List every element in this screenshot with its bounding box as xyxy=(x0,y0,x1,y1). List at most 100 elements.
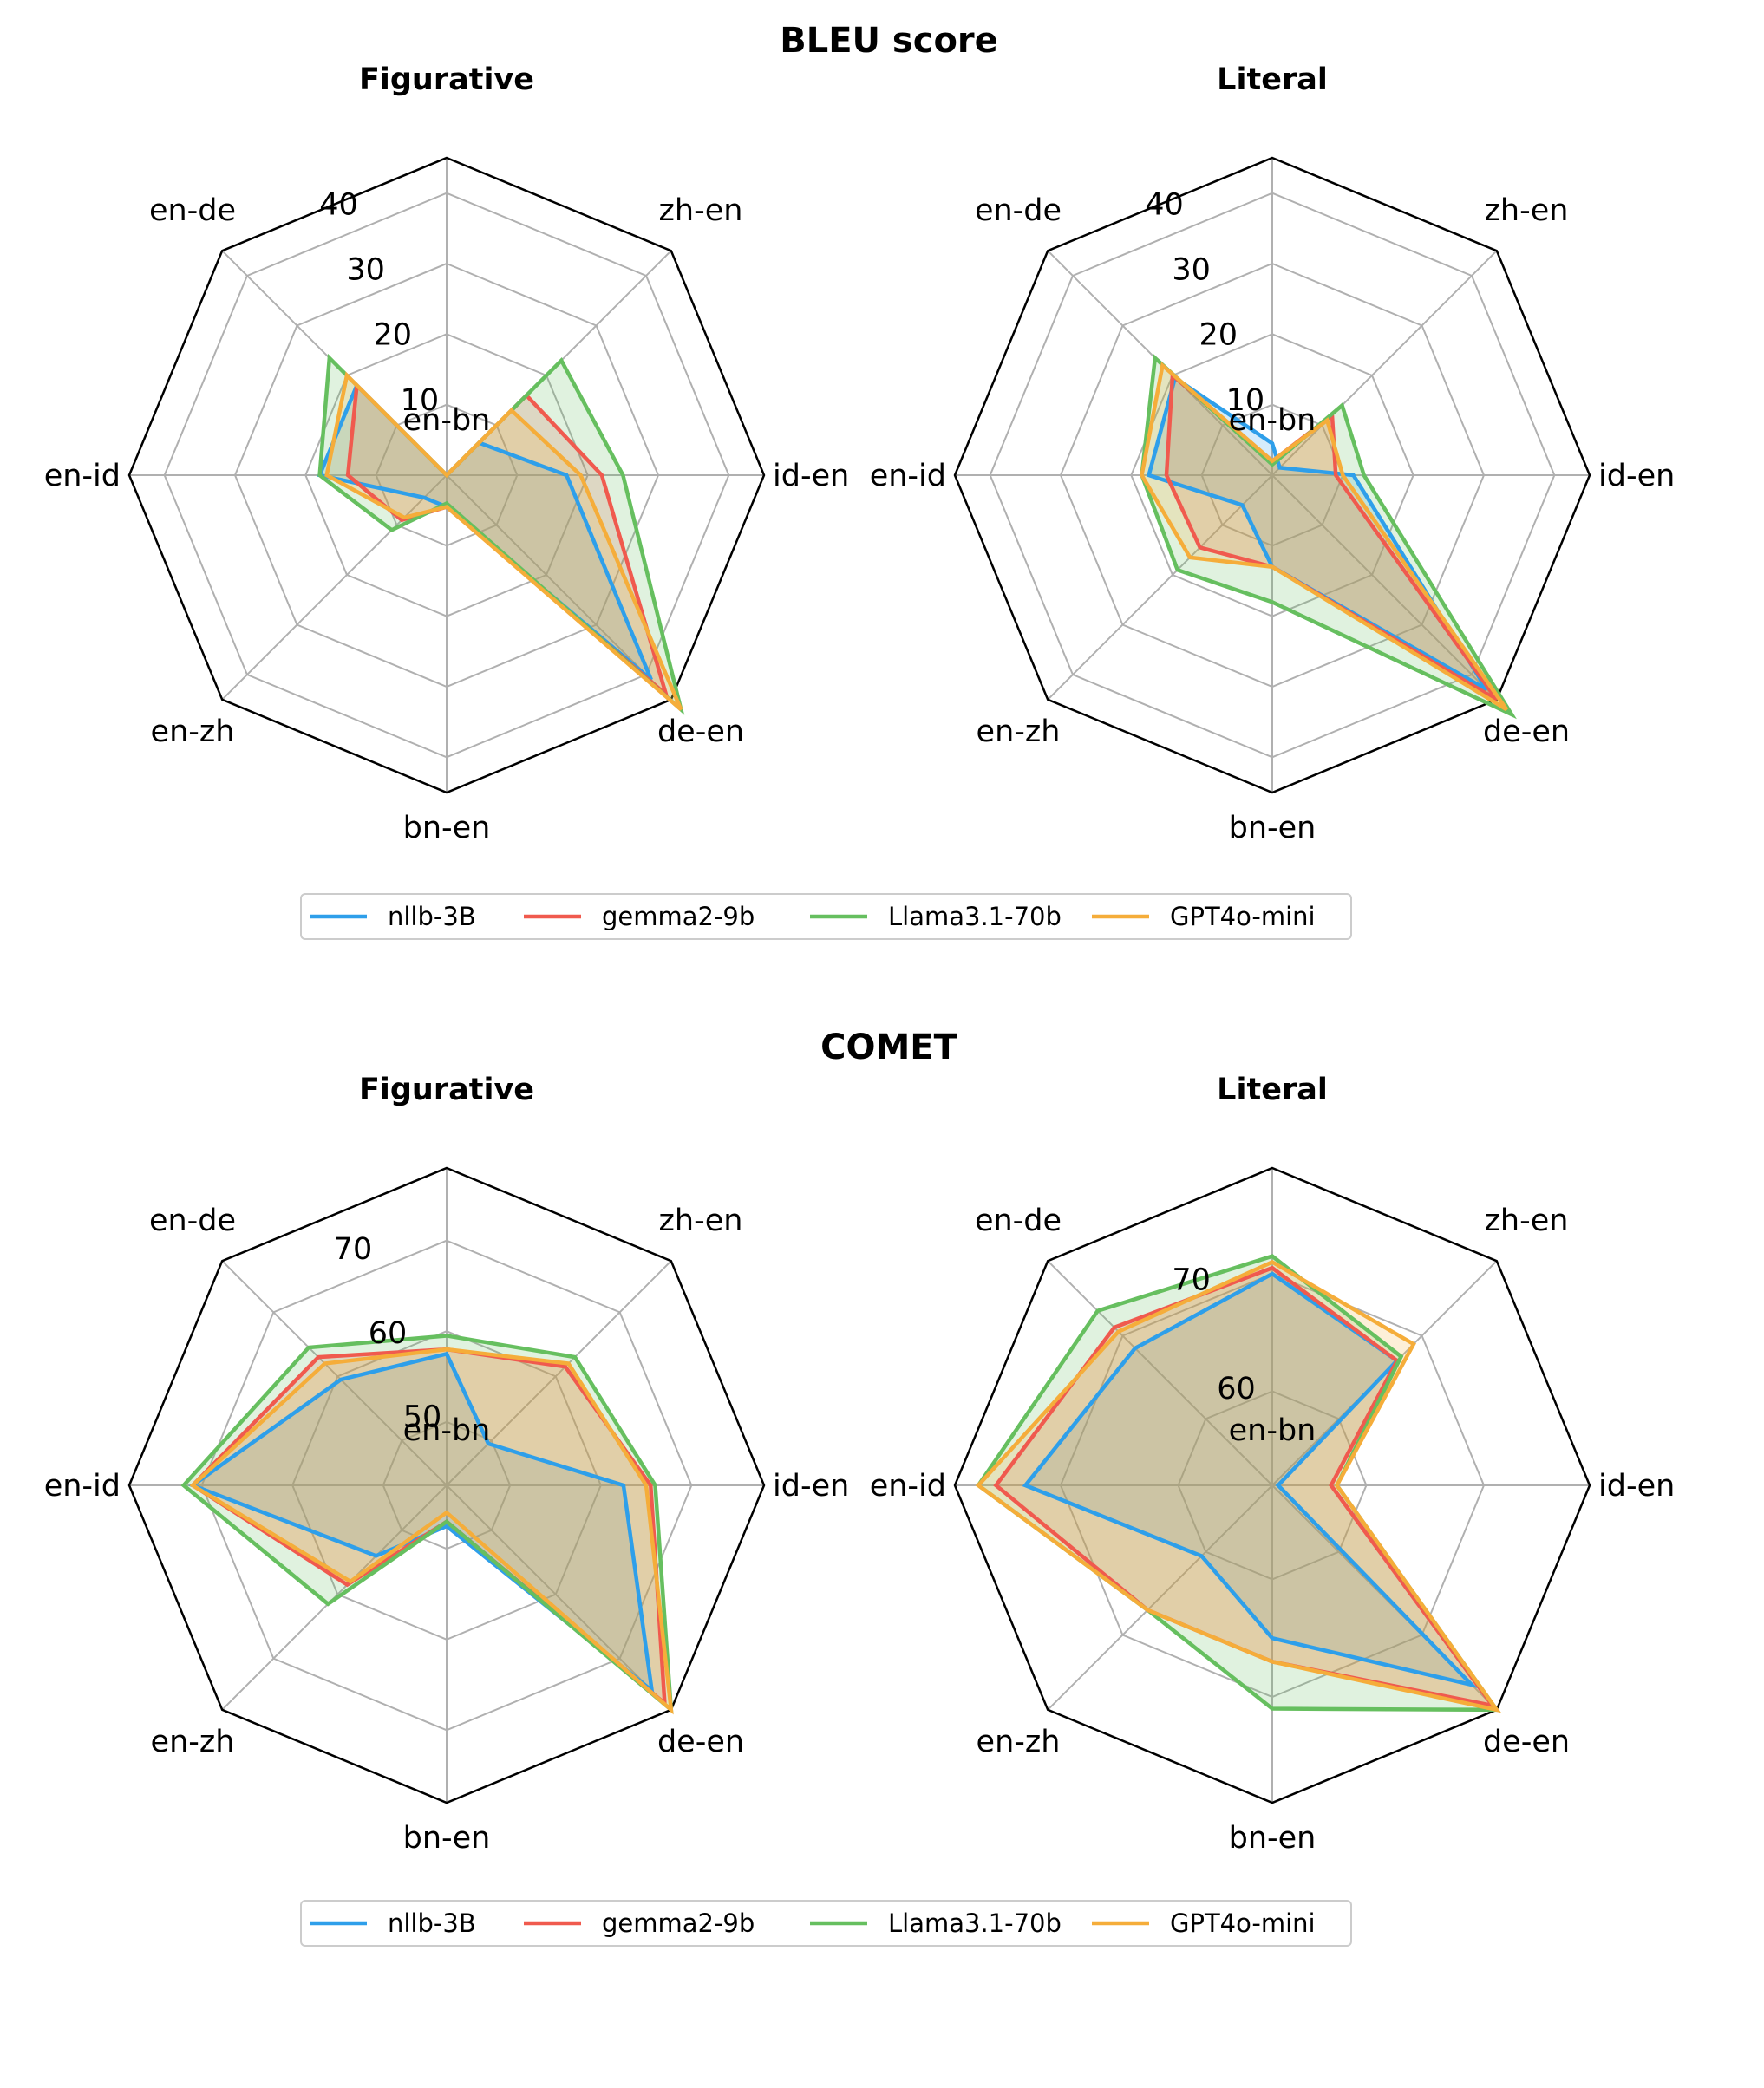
comet-section-title: COMET xyxy=(820,1028,957,1067)
bleu-score-figurative-frame xyxy=(127,156,766,794)
bleu-section-title: BLEU score xyxy=(780,21,998,61)
comet-literal-axis-label-zh-en: zh-en xyxy=(1485,1204,1569,1238)
comet-literal-axis-label-en-id: en-id xyxy=(870,1469,946,1504)
comet-figurative-axis-label-en-id: en-id xyxy=(44,1469,121,1504)
bleu-score-literal-spoke-en-zh xyxy=(1047,474,1273,701)
comet-figurative-spoke-en-de xyxy=(221,1260,448,1486)
bleu-score-figurative-axis-label-en-id: en-id xyxy=(44,459,121,493)
bleu-score-figurative-area-llama3-1-70b xyxy=(319,357,682,710)
comet-literal-axis-label-en-bn: en-bn xyxy=(1229,1413,1316,1448)
bleu-score-figurative-axis-label-bn-en: bn-en xyxy=(403,811,491,845)
bleu-score-literal-area-gemma2-9b xyxy=(1166,375,1497,700)
bleu-score-figurative-title: Figurative xyxy=(359,62,534,97)
bleu-score-figurative-spoke-de-en xyxy=(446,474,672,701)
comet-figurative-axis-label-en-de: en-de xyxy=(149,1204,236,1238)
bleu-score-literal-axis-label-de-en: de-en xyxy=(1483,714,1570,749)
bleu-score-literal-spoke-zh-en xyxy=(1271,250,1498,476)
comet-literal-spoke-en-de xyxy=(1047,1260,1273,1486)
comet-figurative-frame xyxy=(127,1166,766,1804)
bleu-score-figurative-area-gpt4o-mini xyxy=(326,375,682,710)
bleu-score-literal-title: Literal xyxy=(1217,62,1328,97)
bleu-score-figurative-series-llama3-1-70b xyxy=(317,353,685,715)
comet-literal-series-llama3-1-70b xyxy=(976,1254,1501,1713)
legend-label-llama3-1-70b: Llama3.1-70b xyxy=(888,902,1062,931)
bleu-score-literal-axis-label-en-bn: en-bn xyxy=(1229,403,1316,438)
bleu-score-figurative-axis-label-id-en: id-en xyxy=(773,459,849,493)
bleu-score-literal-spoke-de-en xyxy=(1271,474,1498,701)
comet-figurative-area-nllb-3b xyxy=(193,1354,652,1691)
bleu-score-figurative-area-nllb-3b xyxy=(319,385,651,680)
bleu-score-figurative-axis-label-en-zh: en-zh xyxy=(151,714,235,749)
bleu-score-literal-axis-label-zh-en: zh-en xyxy=(1485,193,1569,228)
comet-literal-axis-label-en-de: en-de xyxy=(975,1204,1062,1238)
legend-label-nllb-3b: nllb-3B xyxy=(388,902,476,931)
comet-literal-axis-label-bn-en: bn-en xyxy=(1229,1821,1316,1856)
comet-figurative-area-gpt4o-mini xyxy=(193,1349,671,1710)
bleu-score-figurative-tick-label: 40 xyxy=(319,187,358,222)
comet-literal-spoke-en-zh xyxy=(1047,1484,1273,1711)
bleu-score-literal-axis-label-en-zh: en-zh xyxy=(977,714,1061,749)
bleu-legend: nllb-3B gemma2-9b Llama3.1-70b GPT4o-mini xyxy=(300,893,1352,940)
bleu-score-figurative-spoke-en-zh xyxy=(221,474,448,701)
comet-figurative-series-nllb-3b xyxy=(188,1351,655,1695)
bleu-score-literal-axis-label-bn-en: bn-en xyxy=(1229,811,1316,845)
comet-figurative-axis-label-en-zh: en-zh xyxy=(151,1725,235,1759)
bleu-score-literal-axis-label-en-de: en-de xyxy=(975,193,1062,228)
bleu-literal-radar: Literal 10 20 30 40 en-bn zh-en id-en de-en bn-en… xyxy=(870,62,1676,845)
bleu-score-literal-area-llama3-1-70b xyxy=(1141,357,1512,715)
comet-literal-radar: Literal 60 70 en-bn zh-en id-en de-en bn-en en-z… xyxy=(870,1073,1676,1856)
comet-literal-series-nllb-3b xyxy=(1022,1271,1479,1688)
bleu-score-literal-axis-label-id-en: id-en xyxy=(1598,459,1675,493)
comet-figurative-tick-label: 70 xyxy=(334,1232,373,1267)
bleu-score-figurative-axis-label-zh-en: zh-en xyxy=(659,193,743,228)
comet-figurative-spoke-de-en xyxy=(446,1484,672,1711)
comet-literal-series-gpt4o-mini xyxy=(975,1259,1501,1713)
comet-figurative-title: Figurative xyxy=(359,1073,534,1107)
comet-figurative-area-llama3-1-70b xyxy=(183,1335,671,1710)
comet-figurative-series-gpt4o-mini xyxy=(189,1347,674,1715)
comet-literal-axis-label-en-zh: en-zh xyxy=(977,1725,1061,1759)
comet-literal-area-gpt4o-mini xyxy=(978,1262,1497,1710)
bleu-score-literal-frame xyxy=(953,156,1591,794)
comet-figurative-series-llama3-1-70b xyxy=(180,1334,674,1714)
bleu-score-figurative-axis-label-en-de: en-de xyxy=(149,193,236,228)
comet-literal-tick-label: 60 xyxy=(1217,1372,1256,1406)
bleu-score-figurative-axis-label-en-bn: en-bn xyxy=(403,403,491,438)
legend-label-nllb-3b: nllb-3B xyxy=(388,1909,476,1938)
legend-label-llama3-1-70b: Llama3.1-70b xyxy=(888,1909,1062,1938)
legend-label-gemma2-9b: gemma2-9b xyxy=(602,1909,755,1938)
bleu-score-figurative-series-gpt4o-mini xyxy=(324,371,683,712)
comet-literal-area-llama3-1-70b xyxy=(978,1256,1497,1710)
bleu-score-literal-tick-label: 10 xyxy=(1226,383,1265,418)
comet-figurative-axis-label-zh-en: zh-en xyxy=(659,1204,743,1238)
bleu-score-literal-axis-label-en-id: en-id xyxy=(870,459,946,493)
bleu-score-figurative-axis-label-de-en: de-en xyxy=(657,714,744,749)
comet-literal-axis-label-de-en: de-en xyxy=(1483,1725,1570,1759)
bleu-score-literal-tick-label: 40 xyxy=(1145,187,1184,222)
comet-figurative-tick-label: 50 xyxy=(403,1400,442,1434)
comet-figurative-tick-label: 60 xyxy=(369,1316,408,1351)
legend-label-gpt4o-mini: GPT4o-mini xyxy=(1170,1909,1316,1938)
bleu-score-figurative-tick-label: 20 xyxy=(373,318,412,353)
bleu-score-literal-series-gpt4o-mini xyxy=(1140,362,1509,712)
bleu-score-literal-tick-label: 20 xyxy=(1199,318,1238,353)
comet-legend: nllb-3B gemma2-9b Llama3.1-70b GPT4o-mini xyxy=(300,1900,1352,1947)
legend-label-gemma2-9b: gemma2-9b xyxy=(602,902,755,931)
bleu-score-literal-series-llama3-1-70b xyxy=(1140,354,1517,720)
bleu-score-figurative-tick-label: 30 xyxy=(346,253,385,288)
bleu-figurative-radar: Figurative 10 20 30 40 en-bn zh-en id-en de-en bn… xyxy=(44,62,850,845)
comet-literal-area-nllb-3b xyxy=(1025,1274,1473,1686)
comet-figurative-axis-label-id-en: id-en xyxy=(773,1469,849,1504)
comet-literal-title: Literal xyxy=(1217,1073,1328,1107)
bleu-score-figurative-area-gemma2-9b xyxy=(348,385,667,695)
comet-literal-area-gemma2-9b xyxy=(996,1268,1493,1706)
comet-figurative-radar: Figurative 50 60 70 en-bn zh-en id-en de-en bn-e… xyxy=(44,1073,850,1856)
bleu-score-literal-area-gpt4o-mini xyxy=(1141,365,1507,710)
comet-literal-frame xyxy=(953,1166,1591,1804)
comet-figurative-axis-label-en-bn: en-bn xyxy=(403,1413,491,1448)
comet-figurative-spoke-zh-en xyxy=(446,1260,672,1486)
bleu-score-figurative-tick-label: 10 xyxy=(401,383,440,418)
comet-literal-tick-label: 70 xyxy=(1172,1263,1211,1298)
bleu-score-literal-tick-label: 30 xyxy=(1172,253,1211,288)
